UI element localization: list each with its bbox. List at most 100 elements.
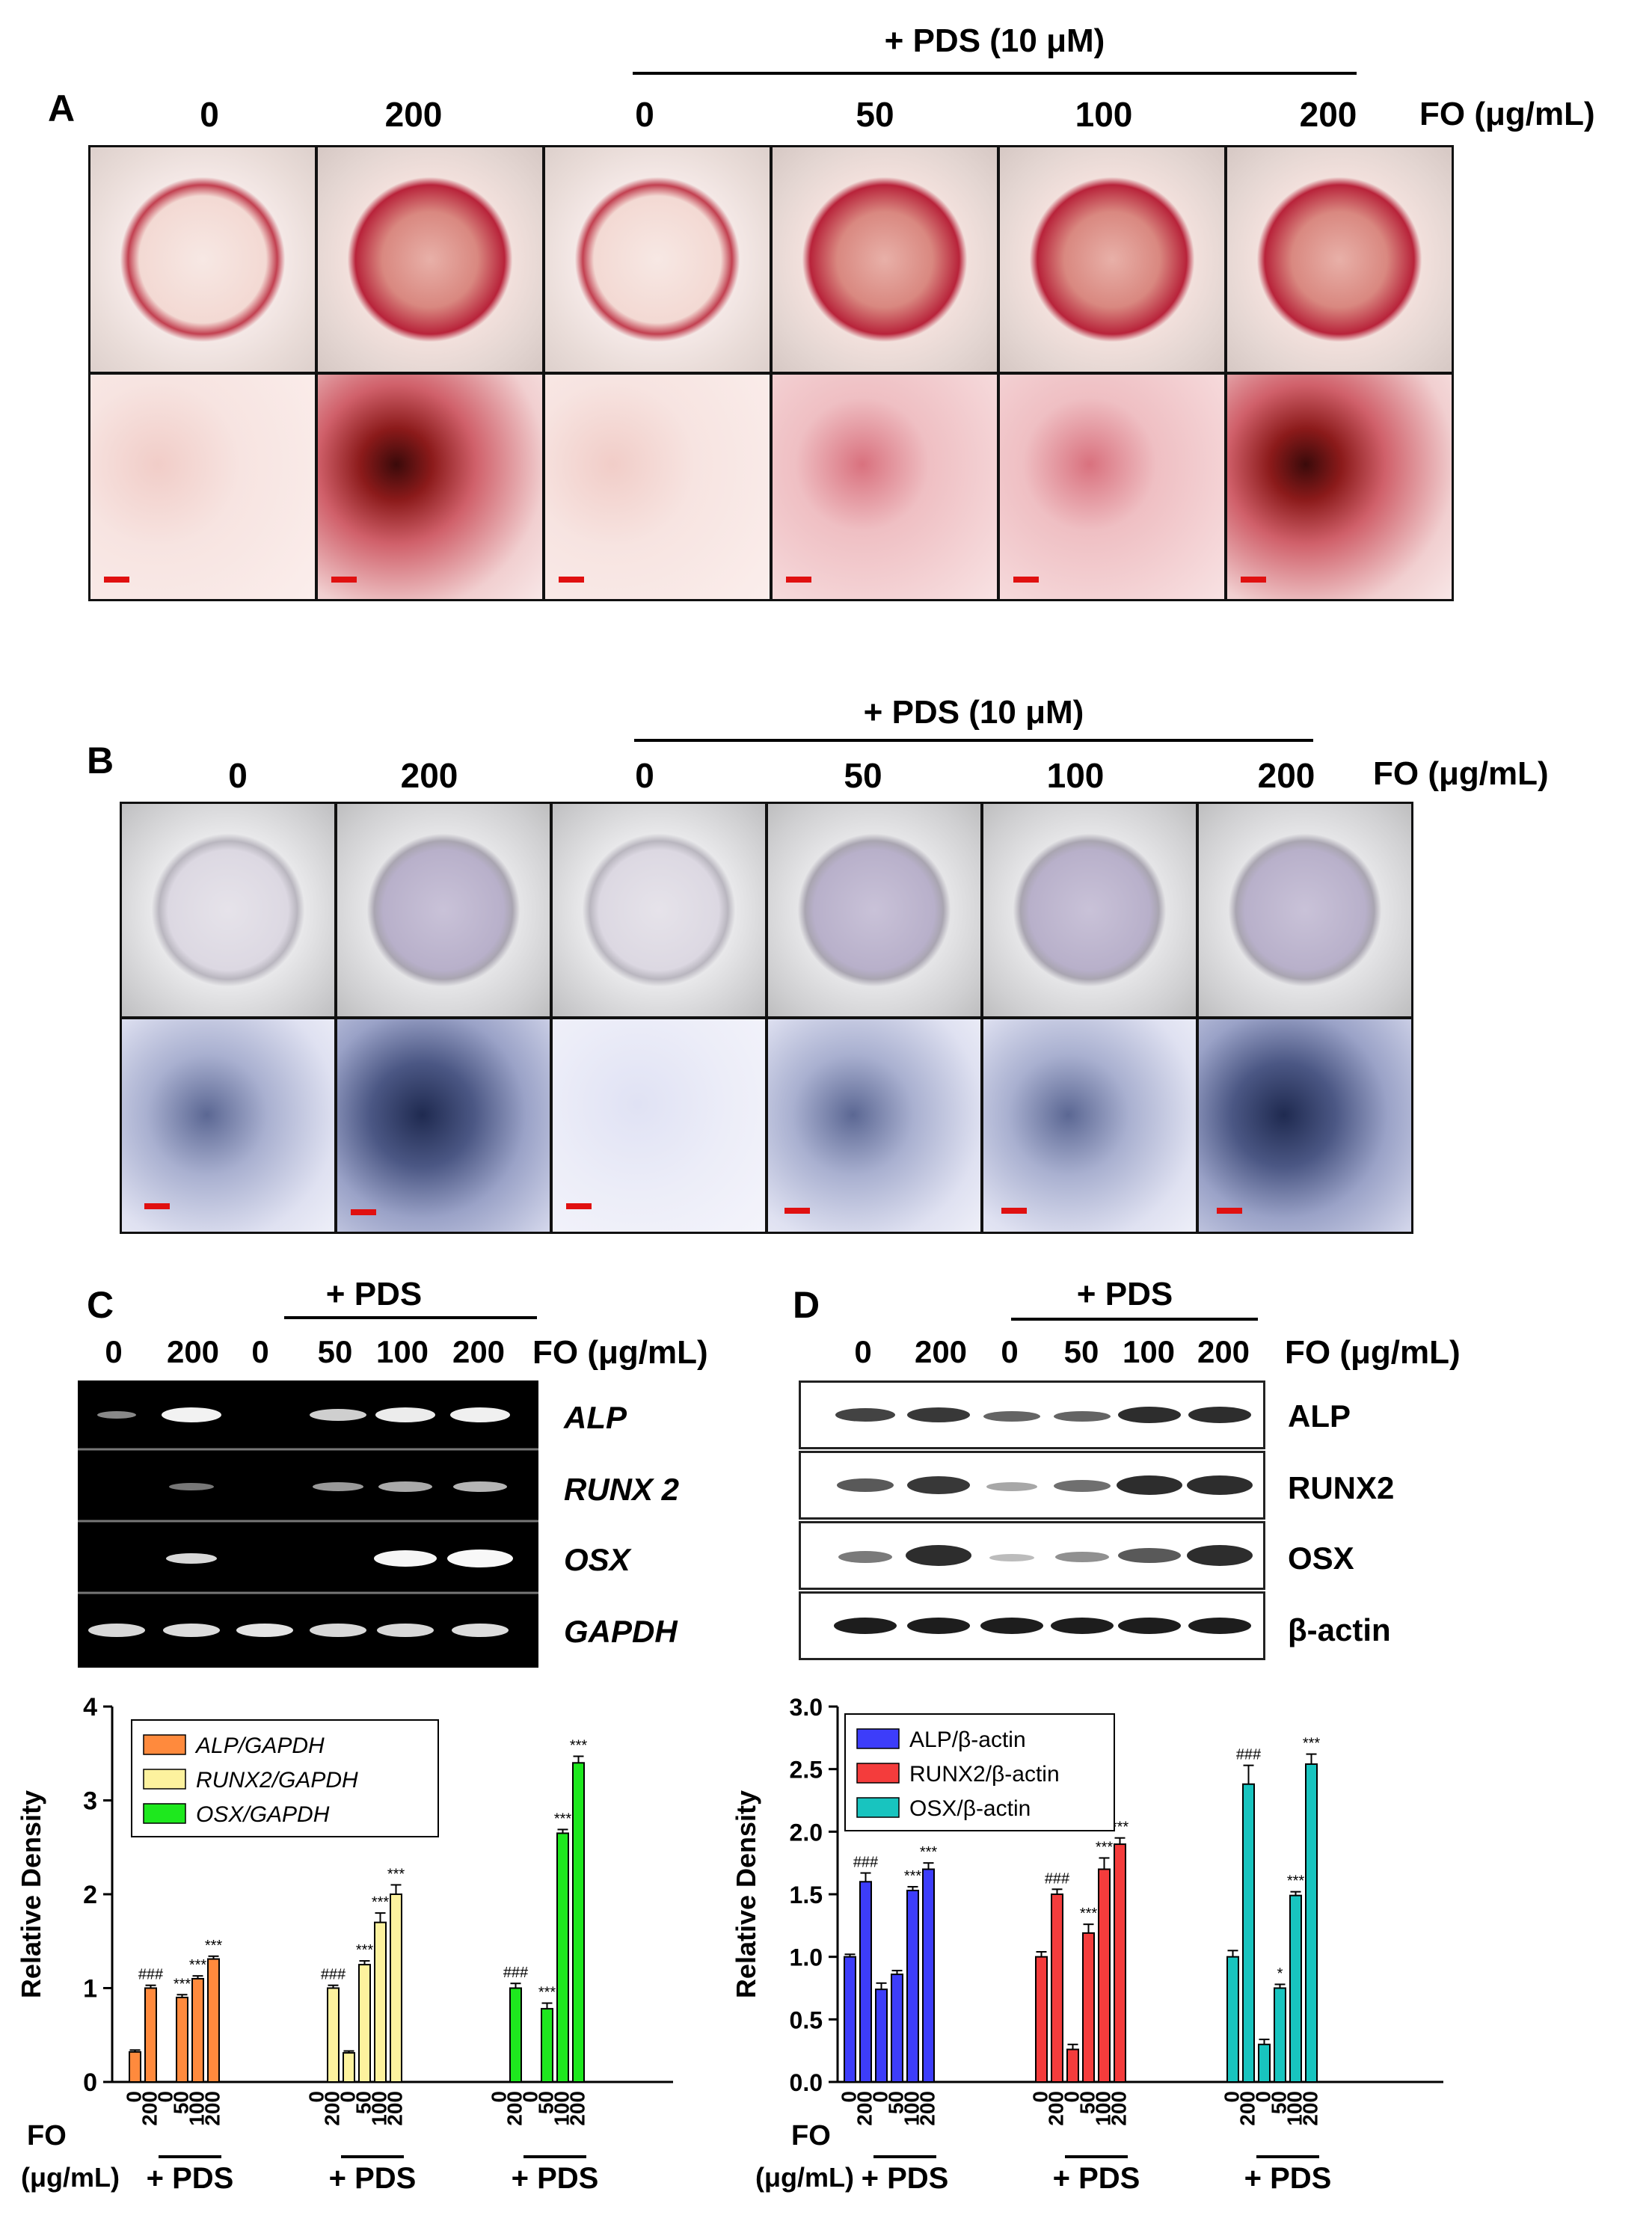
significance-label: *** [387, 1866, 405, 1882]
bar [358, 1964, 371, 2083]
bar [1051, 1894, 1063, 2083]
x-tick-label: 200 [384, 2091, 407, 2126]
legend-swatch [856, 1797, 900, 1818]
bar [572, 1762, 585, 2083]
significance-label: *** [174, 1976, 191, 1992]
panel-b-well-image [1197, 802, 1413, 1019]
significance-label: *** [538, 1985, 556, 2001]
significance-label: *** [1111, 1819, 1129, 1836]
panel-b-col-5: 200 [1257, 756, 1315, 795]
y-tick-label: 2.0 [790, 1819, 823, 1846]
x-tick-label: 50 [1076, 2091, 1099, 2114]
scale-bar [1001, 1208, 1027, 1214]
significance-label: *** [1287, 1873, 1305, 1890]
panel-d-letter: D [793, 1284, 820, 1326]
panel-d-protein-osx: OSX [1288, 1541, 1354, 1576]
scale-bar [1241, 577, 1266, 583]
panel-b-col-2: 0 [635, 756, 654, 795]
x-tick-label: 200 [201, 2091, 224, 2126]
panel-b-well-image [335, 802, 552, 1019]
bar [191, 1977, 204, 2083]
bar [327, 1987, 340, 2083]
panel-d-pds-label: + PDS [1076, 1276, 1173, 1312]
panel-d-blot-alp [799, 1380, 1265, 1449]
bar [207, 1958, 220, 2083]
x-tick-label: 0 [1029, 2091, 1052, 2103]
panel-a-well-image [88, 145, 317, 374]
x-tick-label: 200 [916, 2091, 939, 2126]
scale-bar [1013, 577, 1039, 583]
x-tick-label: 100 [185, 2091, 209, 2126]
pds-group-label: + PDS [1053, 2162, 1140, 2195]
panel-a-col-4: 100 [1075, 95, 1133, 134]
panel-c-fo-label: FO (μg/mL) [532, 1334, 708, 1371]
bar [1289, 1894, 1302, 2083]
y-tick-label: 1 [83, 1975, 97, 2003]
bar [176, 1997, 188, 2083]
panel-d-blot-actin [799, 1591, 1265, 1660]
panel-b-letter: B [87, 740, 114, 781]
x-tick-label: 200 [566, 2091, 589, 2126]
panel-a-micrograph [1225, 372, 1454, 601]
panel-c-pds-rule [284, 1316, 537, 1319]
x-tick-label: 200 [503, 2091, 526, 2126]
x-tick-label: 100 [900, 2091, 924, 2126]
panel-c-lane-1: 200 [166, 1334, 220, 1369]
bar [922, 1868, 935, 2083]
panel-d-blot-runx2 [799, 1451, 1265, 1520]
x-tick-label: 50 [352, 2091, 375, 2114]
panel-a-col-2: 0 [635, 95, 654, 134]
panel-b-pds-rule [634, 739, 1313, 742]
panel-b-well-image [550, 802, 767, 1019]
panel-c-lane-4: 100 [375, 1334, 429, 1369]
panel-b-col-4: 100 [1046, 756, 1105, 795]
panel-d-lane-5: 200 [1197, 1334, 1250, 1369]
bar [556, 1832, 569, 2083]
panel-d-fo-label: FO (μg/mL) [1285, 1334, 1461, 1371]
panel-b-well-image [120, 802, 337, 1019]
panel-b-micrograph [981, 1017, 1198, 1234]
scale-bar [566, 1203, 592, 1209]
bar [1242, 1783, 1255, 2083]
bar [1226, 1956, 1239, 2083]
x-tick-label: 200 [1236, 2091, 1259, 2126]
panel-a-micrograph [543, 372, 772, 601]
panel-a-col-3: 50 [856, 95, 894, 134]
panel-d-pds-rule [1011, 1318, 1258, 1321]
x-tick-label: 200 [853, 2091, 876, 2126]
y-tick-label: 1.0 [790, 1944, 823, 1971]
pds-group-label: + PDS [147, 2162, 234, 2195]
legend-swatch [143, 1734, 186, 1755]
panel-b-col-0: 0 [228, 756, 248, 795]
bar [144, 1987, 157, 2083]
pds-group-label: + PDS [512, 2162, 599, 2195]
y-tick-label: 2 [83, 1881, 97, 1909]
panel-b-col-3: 50 [844, 756, 882, 795]
units-label: (μg/mL) [21, 2162, 120, 2193]
bar [1066, 2048, 1079, 2083]
panel-a-pds-rule [633, 72, 1357, 75]
x-tick-label: 100 [1092, 2091, 1115, 2126]
significance-label: *** [189, 1957, 207, 1974]
x-tick-label: 0 [488, 2091, 511, 2103]
x-tick-label: 0 [838, 2091, 861, 2103]
x-tick-label: 50 [885, 2091, 908, 2114]
significance-label: *** [1080, 1905, 1098, 1922]
panel-d-lane-3: 50 [1063, 1334, 1099, 1369]
x-tick-label: 0 [337, 2091, 360, 2103]
panel-c-gene-gapdh: GAPDH [564, 1614, 678, 1649]
panel-b-col-1: 200 [400, 756, 458, 795]
bar [891, 1974, 903, 2083]
panel-a-col-1: 200 [384, 95, 443, 134]
y-axis-label: Relative Density [16, 1790, 46, 1998]
legend-label: RUNX2/β-actin [909, 1762, 1060, 1787]
legend-label: RUNX2/GAPDH [196, 1768, 358, 1793]
legend-swatch [143, 1769, 186, 1790]
pds-group-label: + PDS [329, 2162, 417, 2195]
bar [859, 1881, 872, 2083]
significance-label: *** [554, 1810, 572, 1827]
panel-c-lane-2: 0 [251, 1334, 269, 1369]
significance-label: ### [1045, 1870, 1070, 1887]
panel-d-lane-4: 100 [1122, 1334, 1176, 1369]
